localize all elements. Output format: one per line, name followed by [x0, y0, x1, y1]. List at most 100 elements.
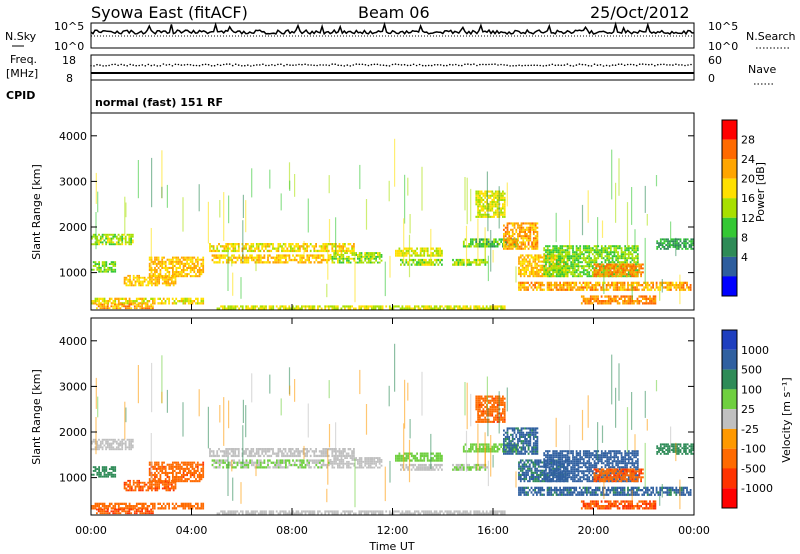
heatmap-cell — [107, 266, 109, 269]
heatmap-cell — [685, 238, 687, 241]
heatmap-cell — [211, 459, 214, 462]
heatmap-cell — [301, 256, 303, 259]
heatmap-cell — [508, 230, 511, 233]
nave-point — [648, 63, 650, 66]
heatmap-cell — [155, 469, 158, 472]
heatmap-cell — [263, 254, 266, 257]
heatmap-cell — [442, 307, 445, 310]
heatmap-cell — [164, 478, 167, 481]
heatmap-cell — [566, 281, 569, 284]
heatmap-cell — [587, 281, 590, 284]
heatmap-cell — [172, 280, 175, 283]
heatmap-cell — [600, 253, 603, 256]
heatmap-cell — [96, 266, 99, 269]
heatmap-cell — [146, 508, 149, 511]
heatmap-cell — [100, 471, 102, 474]
heatmap-cell — [301, 254, 303, 257]
heatmap-cell — [149, 276, 151, 279]
heatmap-cell — [375, 252, 377, 254]
heatmap-cell — [166, 297, 169, 300]
heatmap-cell — [684, 288, 687, 291]
heatmap-cell — [349, 249, 352, 253]
heatmap-cell — [243, 463, 246, 467]
heatmap-cell — [240, 466, 242, 469]
heatmap-cell — [595, 259, 598, 262]
heatmap-cell — [581, 267, 583, 270]
heatmap-cell — [91, 440, 93, 443]
heatmap-cell — [564, 271, 567, 274]
heatmap-cell — [566, 249, 569, 252]
heatmap-cell — [641, 288, 644, 291]
heatmap-cell — [103, 512, 105, 515]
heatmap-cell — [172, 478, 174, 481]
heatmap-cell — [154, 269, 156, 272]
heatmap-cell — [306, 454, 308, 458]
heatmap-cell — [546, 284, 549, 287]
heatmap-cell — [410, 249, 413, 253]
heatmap-cell — [114, 466, 117, 469]
heatmap-cell — [521, 264, 524, 267]
heatmap-cell — [503, 207, 506, 210]
heatmap-cell — [676, 240, 678, 243]
heatmap-cell — [521, 258, 524, 261]
heatmap-cell — [369, 259, 372, 262]
heatmap-cell — [210, 245, 213, 248]
heatmap-cell — [245, 305, 248, 308]
heatmap-cell — [566, 263, 569, 266]
heatmap-cell — [645, 286, 647, 289]
heatmap-cell — [681, 247, 684, 250]
heatmap-cell — [640, 267, 642, 270]
heatmap-cell — [265, 307, 267, 310]
heatmap-cell — [661, 242, 664, 245]
heatmap-cell — [267, 254, 269, 257]
heatmap-cell — [146, 507, 149, 510]
heatmap-cell — [437, 249, 440, 253]
heatmap-cell — [400, 252, 403, 255]
heatmap-cell — [468, 261, 470, 264]
heatmap-cell — [636, 257, 639, 260]
heatmap-cell — [468, 258, 470, 262]
heatmap-cell — [327, 305, 330, 308]
heatmap-streak — [125, 202, 127, 218]
heatmap-cell — [304, 243, 307, 246]
heatmap-cell — [92, 235, 95, 238]
heatmap-cell — [270, 454, 273, 458]
heatmap-cell — [655, 286, 658, 289]
heatmap-cell — [486, 238, 488, 241]
nave-point — [355, 63, 358, 65]
heatmap-cell — [541, 256, 544, 259]
heatmap-cell — [179, 467, 181, 470]
heatmap-cell — [360, 257, 363, 260]
heatmap-cell — [117, 302, 120, 305]
nave-point — [626, 63, 629, 66]
heatmap-cell — [599, 251, 601, 254]
heatmap-cell — [347, 452, 350, 455]
heatmap-cell — [482, 258, 485, 262]
heatmap-cell — [584, 245, 587, 248]
heatmap-cell — [255, 452, 258, 455]
heatmap-cell — [232, 243, 235, 246]
heatmap-cell — [365, 305, 368, 308]
heatmap-cell — [523, 266, 526, 269]
heatmap-cell — [157, 273, 160, 276]
heatmap-cell — [513, 226, 516, 229]
heatmap-cell — [458, 305, 461, 308]
heatmap-cell — [360, 307, 362, 310]
heatmap-cell — [506, 226, 509, 229]
nave-point — [316, 64, 318, 67]
heatmap-cell — [114, 510, 116, 513]
heatmap-cell — [607, 263, 610, 266]
heatmap-cell — [258, 261, 260, 264]
heatmap-cell — [570, 267, 573, 270]
heatmap-cell — [172, 284, 175, 287]
heatmap-cell — [568, 269, 571, 272]
heatmap-cell — [519, 260, 522, 263]
heatmap-cell — [493, 198, 495, 201]
heatmap-cell — [143, 512, 145, 515]
heatmap-cell — [419, 254, 422, 257]
heatmap-cell — [654, 300, 657, 303]
heatmap-cell — [475, 198, 478, 201]
heatmap-cell — [279, 254, 282, 257]
heatmap-cell — [117, 505, 120, 508]
heatmap-cell — [163, 275, 165, 278]
